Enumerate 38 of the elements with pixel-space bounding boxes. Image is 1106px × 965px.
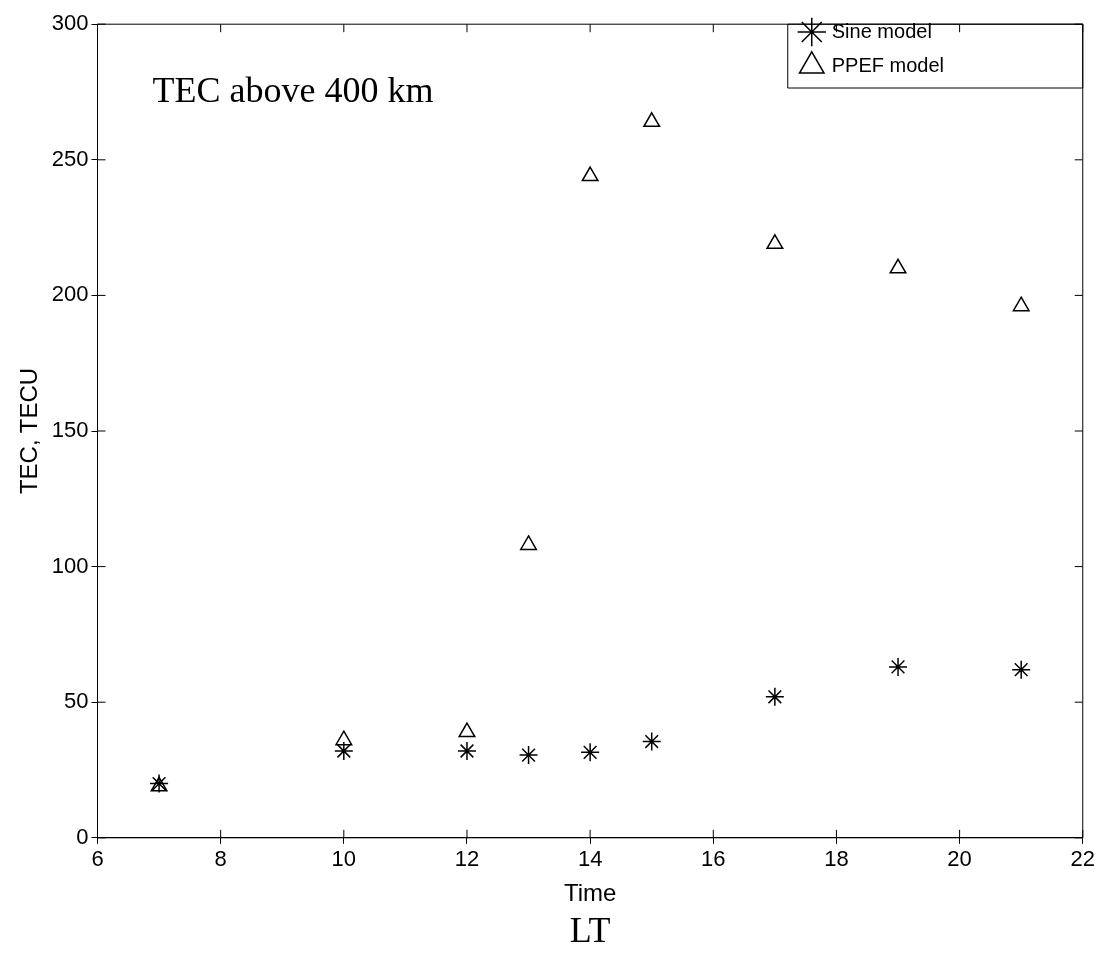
point	[520, 535, 538, 551]
y-tick-label: 100	[51, 552, 89, 578]
legend-label: PPEF model	[831, 53, 945, 76]
x-tick-label: 6	[91, 846, 104, 872]
x-tick-label: 22	[1070, 846, 1096, 872]
x-tick-label: 12	[454, 846, 480, 872]
point	[765, 687, 785, 707]
point	[581, 166, 599, 182]
y-tick-label: 300	[51, 10, 89, 36]
x-tick-label: 14	[577, 846, 603, 872]
annotation: TEC above 400 km	[152, 69, 434, 110]
point	[1012, 296, 1030, 312]
point	[766, 234, 784, 250]
point	[335, 730, 353, 746]
y-tick-label: 0	[76, 823, 89, 849]
point	[457, 741, 477, 761]
x-axis-title: Time	[563, 879, 617, 907]
point	[889, 258, 907, 274]
point	[458, 722, 476, 738]
point	[888, 657, 908, 677]
x-tick-label: 18	[824, 846, 849, 872]
point	[643, 112, 661, 128]
point	[518, 745, 539, 765]
point	[580, 742, 600, 763]
legend-label: Sine model	[831, 19, 932, 42]
x-tick-label: 20	[947, 846, 972, 872]
x-tick-label: 16	[701, 846, 726, 872]
y-tick-label: 200	[51, 281, 89, 307]
y-tick-label: 250	[51, 145, 89, 171]
text: LT	[569, 910, 611, 951]
y-axis-title: TEC, TECU	[15, 367, 43, 495]
point	[1011, 659, 1031, 680]
y-tick-label: 50	[64, 688, 89, 714]
x-tick-label: 10	[331, 846, 357, 872]
point	[334, 741, 354, 761]
x-tick-label: 8	[214, 846, 227, 872]
point	[641, 731, 662, 752]
y-tick-label: 150	[51, 417, 89, 443]
